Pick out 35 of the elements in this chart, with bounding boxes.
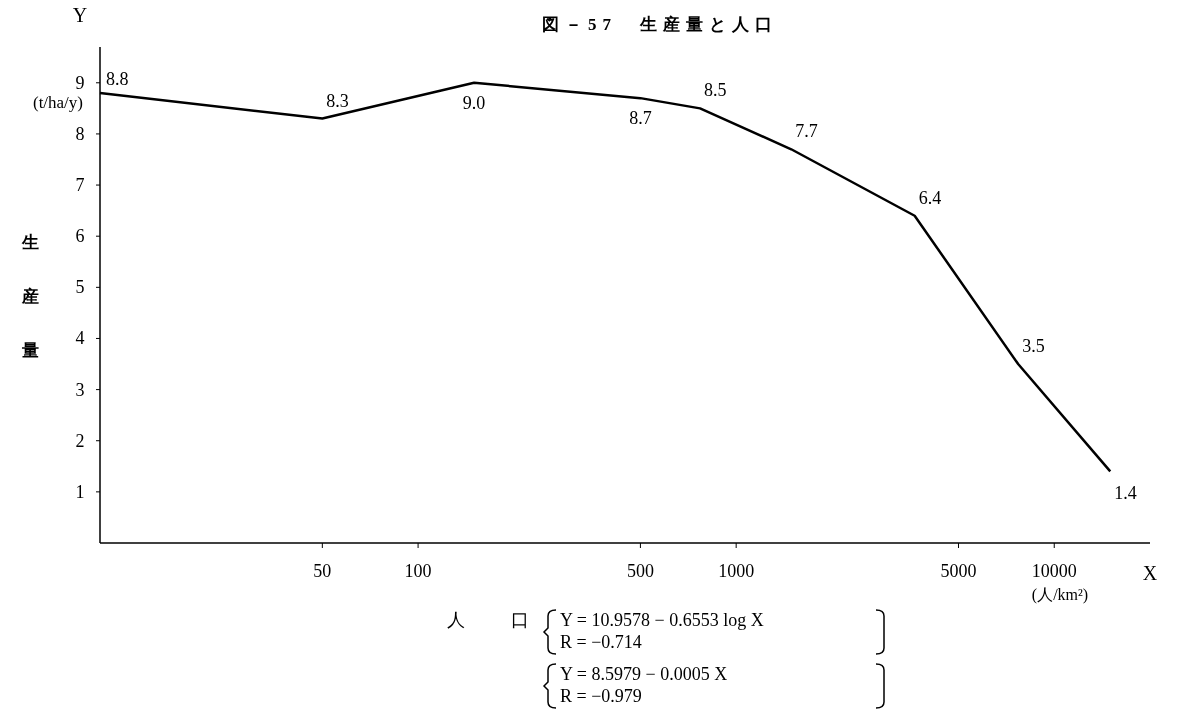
y-tick-label: 9 — [75, 72, 85, 93]
text: Y — [72, 4, 88, 26]
y-tick-label: 2 — [75, 430, 85, 451]
text: 生産量 — [21, 233, 39, 360]
chart-title: 図－57 生産量と人口 — [542, 15, 778, 34]
y-tick-label: 3 — [75, 379, 85, 400]
y-tick-label: 5 — [75, 277, 85, 298]
text: X — [1142, 562, 1158, 584]
y-tick-label: 6 — [75, 226, 85, 247]
y-tick-label: 1 — [75, 481, 85, 502]
x-tick-label: 50 — [313, 561, 332, 581]
x-tick-label: 500 — [626, 561, 654, 581]
text: Y = 10.9578 − 0.6553 log X — [560, 610, 764, 630]
x-tick-label: 100 — [404, 561, 432, 581]
x-tick-label: 10000 — [1031, 561, 1077, 581]
x-axis-title: 人 口 — [447, 610, 543, 630]
text: (人/km²) — [1031, 586, 1089, 604]
data-label: 7.7 — [795, 121, 818, 142]
data-label: 8.5 — [704, 80, 727, 101]
x-tick-label: 5000 — [940, 561, 977, 581]
text: R = −0.979 — [560, 686, 642, 706]
y-tick-label: 4 — [75, 328, 85, 349]
data-label: 8.7 — [629, 108, 652, 129]
data-label: 6.4 — [918, 187, 942, 208]
data-label: 8.3 — [326, 90, 349, 111]
text: (t/ha/y) — [32, 93, 84, 112]
data-label: 3.5 — [1022, 336, 1045, 357]
text: Y = 8.5979 − 0.0005 X — [560, 664, 728, 684]
y-tick-label: 7 — [75, 175, 85, 196]
x-tick-label: 1000 — [718, 561, 755, 581]
data-label: 9.0 — [462, 92, 486, 113]
data-label: 8.8 — [106, 69, 129, 90]
data-label: 1.4 — [1114, 483, 1137, 504]
y-tick-label: 8 — [75, 123, 85, 144]
text: R = −0.714 — [560, 632, 642, 652]
